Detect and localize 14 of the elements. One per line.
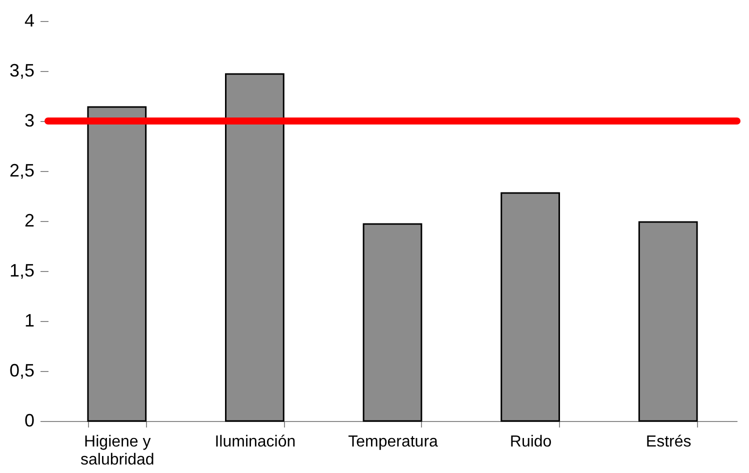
y-tick-label: 4 [24,10,34,30]
x-tick-label: Temperatura [348,434,438,450]
y-tick-label: 0,5 [9,360,34,380]
y-tick-label: 1,5 [9,260,34,280]
y-tick-label: 2 [24,210,34,230]
y-tick-label: 3 [24,110,34,130]
x-tick-label: Estrés [646,434,692,450]
y-tick-label: 2,5 [9,160,34,180]
y-tick-label: 3,5 [9,60,34,80]
x-tick-label: Higiene y salubridad [80,434,154,468]
x-tick-label: Ruido [510,434,552,450]
y-tick-label: 1 [24,310,34,330]
x-tick-label: Iluminación [214,434,296,450]
y-tick-label: 0 [24,410,34,430]
